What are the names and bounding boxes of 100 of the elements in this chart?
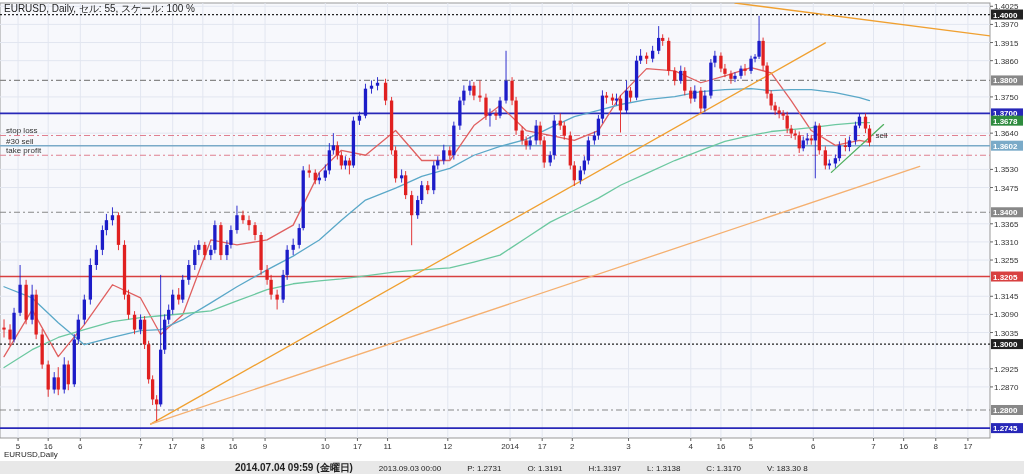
- candlestick: [504, 50, 508, 104]
- candlestick: [683, 66, 687, 96]
- ref-line-label: 1.3602: [993, 141, 1019, 151]
- x-tick-label: 11: [383, 442, 393, 451]
- candlestick: [253, 221, 257, 241]
- ref-line-label: 1.3800: [993, 76, 1019, 86]
- candlestick: [679, 65, 683, 85]
- x-tick-label: 17: [963, 442, 973, 451]
- y-tick-label: 1.3970: [994, 20, 1020, 30]
- candlestick: [777, 106, 781, 119]
- text: EURUSD,Daily: [4, 450, 58, 459]
- candlestick: [578, 165, 582, 185]
- candlestick: [100, 224, 105, 256]
- candlestick: [403, 170, 408, 200]
- text: P: 1.2731: [467, 464, 502, 473]
- text: C: 1.3170: [706, 464, 742, 473]
- candlestick: [749, 55, 753, 75]
- y-tick-label: 1.2925: [994, 364, 1020, 374]
- candlestick: [661, 33, 665, 47]
- x-tick-label: 5: [748, 442, 754, 451]
- candlestick: [472, 81, 476, 101]
- candlestick: [327, 142, 331, 175]
- x-tick-label: 8: [933, 442, 939, 451]
- candlestick: [442, 144, 446, 165]
- candlestick: [733, 71, 737, 83]
- y-tick-label: 1.3530: [994, 165, 1020, 175]
- ref-line-label: 1.3400: [993, 208, 1019, 218]
- y-tick-label: 1.3090: [994, 310, 1020, 320]
- candlestick: [743, 63, 747, 76]
- x-tick-label: 17: [352, 442, 363, 451]
- candlestick: [797, 131, 801, 154]
- y-tick-label: 1.3365: [994, 219, 1020, 229]
- candlestick: [600, 89, 605, 124]
- candlestick: [331, 132, 335, 156]
- annotation: 1.3678: [993, 116, 1019, 126]
- candlestick: [171, 289, 175, 315]
- annotation: #30 sell: [6, 136, 34, 146]
- candlestick: [739, 65, 743, 80]
- x-tick-label: 16: [716, 442, 726, 451]
- candlestick: [586, 136, 591, 165]
- candlestick: [399, 168, 404, 184]
- candlestick: [132, 310, 137, 335]
- candlestick: [369, 79, 374, 95]
- candlestick: [488, 108, 492, 128]
- candlestick: [104, 213, 109, 236]
- ref-line-label: 1.3205: [993, 272, 1019, 282]
- ref-line-label: 1.3000: [993, 340, 1019, 350]
- y-tick-label: 1.3750: [994, 92, 1020, 102]
- candlestick: [498, 96, 502, 119]
- y-tick-label: 1.3475: [994, 183, 1020, 193]
- candlestick: [167, 304, 171, 325]
- candlestick: [420, 180, 424, 205]
- candlestick: [187, 259, 191, 286]
- candlestick: [8, 323, 12, 347]
- y-tick-label: 1.3310: [994, 237, 1020, 247]
- x-tick-label: 2: [570, 442, 576, 451]
- y-tick-label: 1.2870: [994, 382, 1020, 392]
- candlestick: [94, 244, 99, 271]
- x-tick-label: 17: [168, 442, 178, 451]
- y-tick-label: 1.3145: [994, 292, 1020, 302]
- text: V: 183.30 8: [767, 464, 809, 473]
- candlestick: [241, 210, 245, 225]
- candlestick: [82, 294, 86, 325]
- x-tick-label: 6: [78, 442, 84, 451]
- candlestick: [247, 215, 251, 231]
- candlestick: [110, 206, 115, 226]
- candlestick: [729, 70, 733, 85]
- y-tick-label: 1.3255: [994, 256, 1020, 266]
- candlestick: [193, 244, 197, 271]
- candlestick: [126, 289, 131, 320]
- candlestick: [181, 274, 185, 304]
- candlestick: [673, 66, 677, 86]
- candlestick: [138, 313, 143, 335]
- candlestick: [657, 25, 661, 55]
- text: 2013.09.03 00:00: [378, 464, 442, 473]
- candlestick: [416, 195, 420, 220]
- candlestick: [2, 318, 6, 338]
- candlestick: [572, 160, 576, 187]
- candlestick: [383, 78, 388, 106]
- candlestick: [644, 51, 649, 65]
- x-tick-label: 7: [138, 442, 144, 451]
- x-tick-label: 9: [262, 442, 268, 451]
- y-tick-label: 1.3035: [994, 328, 1020, 338]
- chart-title: EURUSD, Daily, セル: 55, スケール: 100 %: [4, 3, 196, 14]
- candlestick: [757, 15, 761, 60]
- x-tick-label: 4: [688, 442, 694, 451]
- candlestick: [520, 126, 524, 146]
- x-tick-label: 8: [200, 442, 206, 451]
- candlestick: [719, 51, 723, 73]
- x-tick-label: 16: [899, 442, 909, 451]
- y-tick-label: 1.3915: [994, 38, 1020, 48]
- candlestick: [468, 79, 472, 96]
- candlestick: [494, 109, 498, 121]
- candlestick: [528, 136, 532, 151]
- candlestick: [235, 205, 239, 235]
- candlestick: [150, 374, 155, 406]
- candlestick: [785, 111, 789, 134]
- candlestick: [52, 371, 56, 394]
- y-tick-label: 1.4025: [994, 2, 1020, 12]
- candlestick: [297, 223, 301, 249]
